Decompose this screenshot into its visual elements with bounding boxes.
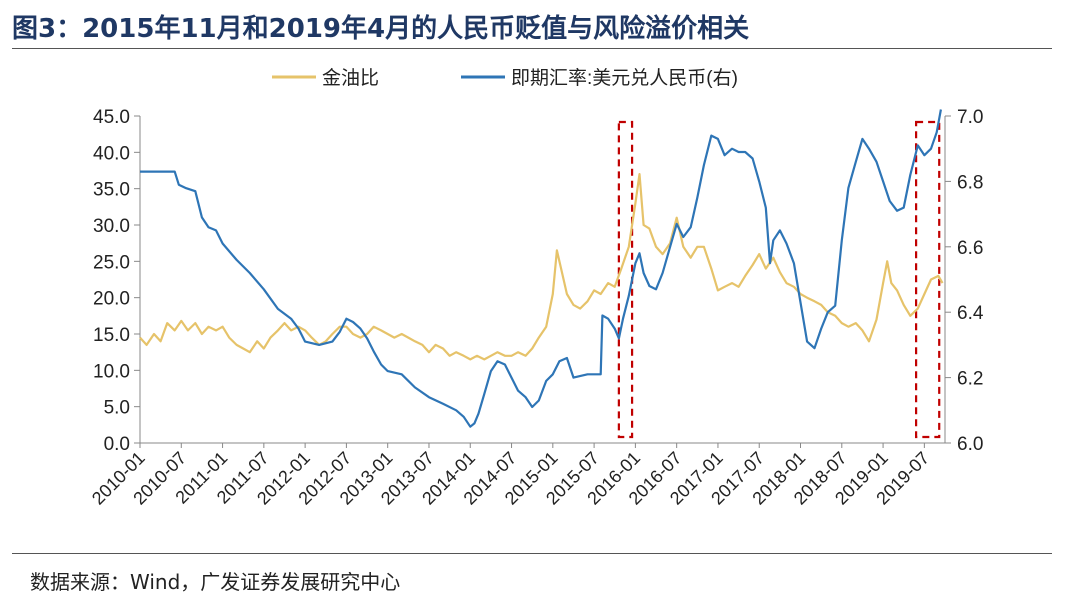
y-right-tick-label: 6.0 bbox=[957, 434, 983, 455]
y-left-tick-label: 25.0 bbox=[93, 252, 130, 273]
page-title: 图3：2015年11月和2019年4月的人民币贬值与风险溢价相关 bbox=[12, 14, 750, 44]
y-left-tick-label: 40.0 bbox=[93, 143, 130, 164]
series-line-usdcny bbox=[140, 109, 942, 428]
y-left-tick-label: 45.0 bbox=[93, 107, 130, 128]
y-right-tick-label: 6.2 bbox=[957, 369, 983, 390]
highlight-box bbox=[617, 120, 634, 439]
y-left-tick-label: 30.0 bbox=[93, 216, 130, 237]
series-line-gold-oil bbox=[139, 173, 944, 361]
y-left-tick-label: 0.0 bbox=[104, 434, 130, 455]
y-right-tick-label: 7.0 bbox=[957, 107, 983, 128]
legend-label-usdcny: 即期汇率:美元兑人民币(右) bbox=[511, 67, 738, 89]
legend: 金油比 即期汇率:美元兑人民币(右) bbox=[272, 67, 738, 89]
series-layer bbox=[139, 109, 944, 428]
chart: 金油比 即期汇率:美元兑人民币(右) 0.0 5.0 10.0 15.0 20.0 25.… bbox=[88, 67, 984, 509]
y-right-tick-label: 6.8 bbox=[957, 172, 983, 193]
title-divider bbox=[12, 48, 1052, 49]
legend-label-gold-oil: 金油比 bbox=[322, 67, 379, 89]
y-left-tick-label: 10.0 bbox=[93, 361, 130, 382]
y-left-tick-label: 15.0 bbox=[93, 325, 130, 346]
axes: 0.0 5.0 10.0 15.0 20.0 25.0 30.0 35.0 40.0 45.0 6.… bbox=[88, 107, 984, 509]
y-left-tick-label: 35.0 bbox=[93, 180, 130, 201]
y-right-tick-label: 6.6 bbox=[957, 238, 983, 259]
footer-divider bbox=[12, 553, 1052, 554]
y-left-tick-label: 20.0 bbox=[93, 289, 130, 310]
highlight-box bbox=[915, 120, 941, 439]
y-left-tick-label: 5.0 bbox=[104, 398, 130, 419]
source-note: 数据来源：Wind，广发证券发展研究中心 bbox=[30, 570, 401, 594]
y-right-tick-label: 6.4 bbox=[957, 303, 984, 324]
